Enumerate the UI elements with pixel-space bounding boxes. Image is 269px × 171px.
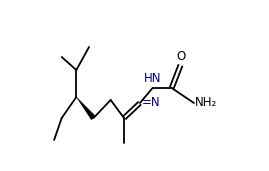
Text: HN: HN — [144, 73, 161, 86]
Polygon shape — [76, 97, 95, 120]
Text: O: O — [176, 50, 185, 63]
Text: NH₂: NH₂ — [195, 96, 217, 109]
Text: =N: =N — [141, 96, 160, 109]
